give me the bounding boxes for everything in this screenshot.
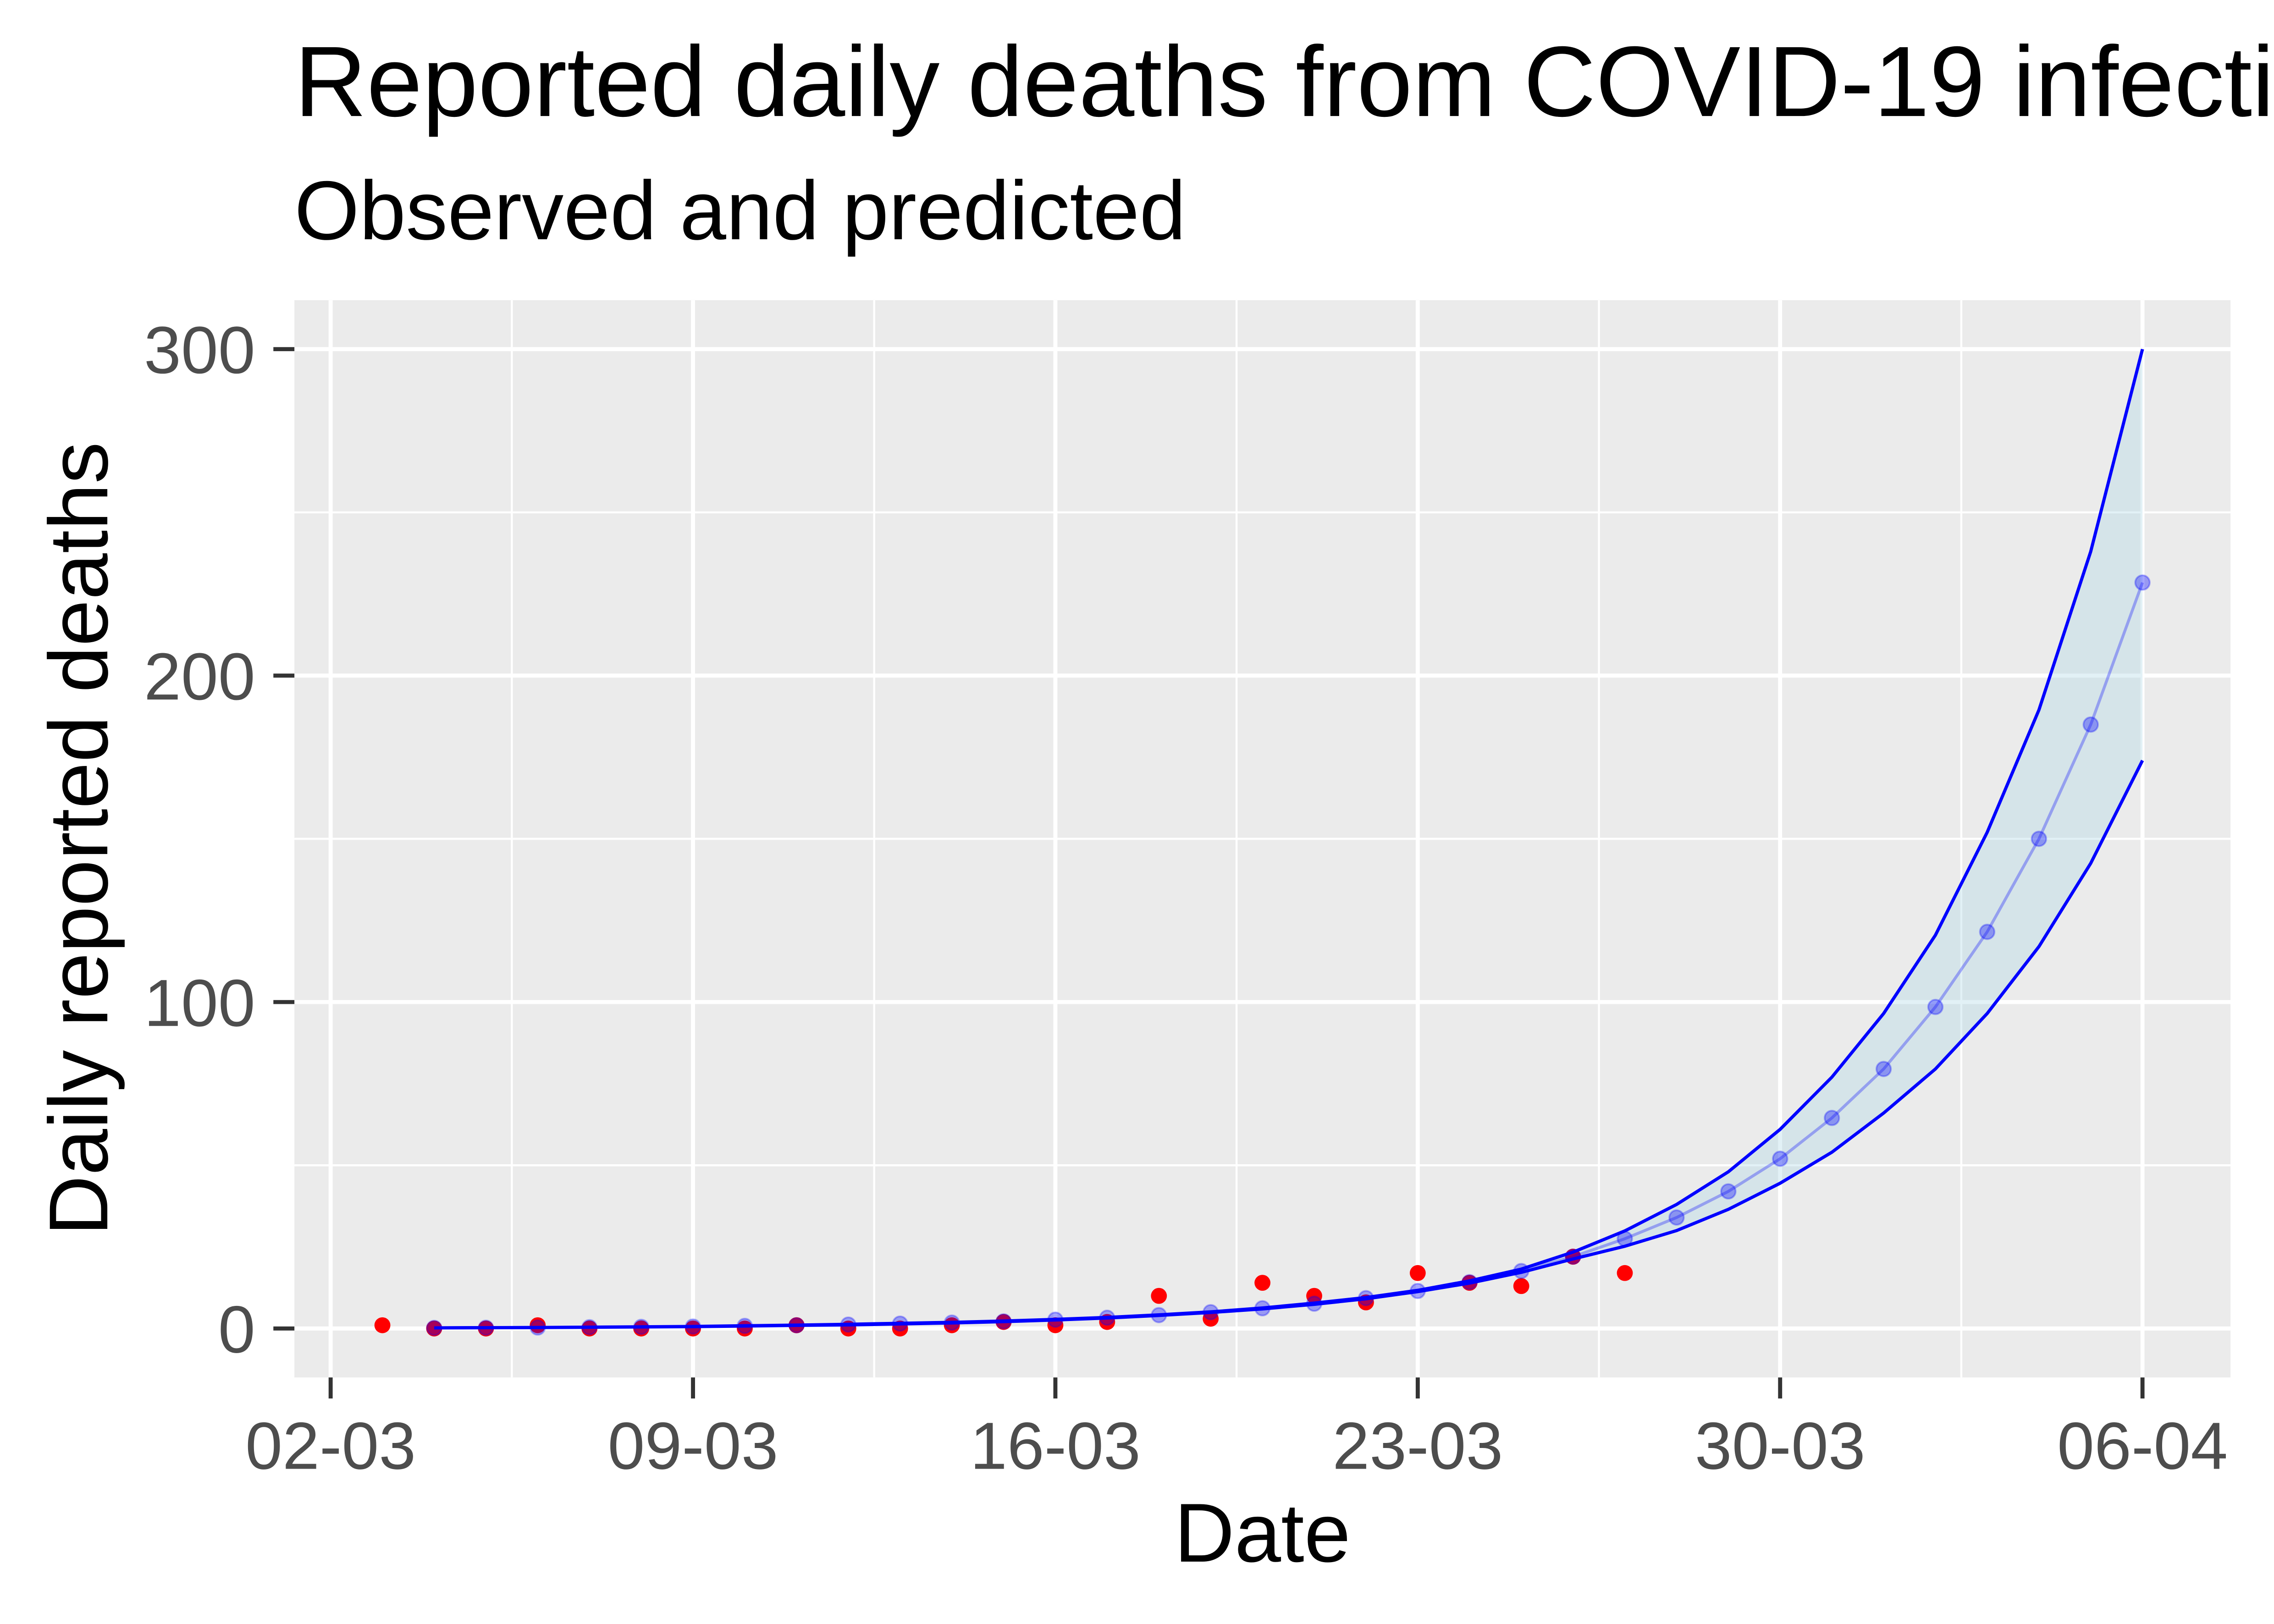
predicted-point <box>1254 1300 1271 1316</box>
observed-point <box>426 1320 442 1337</box>
predicted-point <box>2031 831 2048 847</box>
predicted-point <box>944 1314 960 1331</box>
predicted-point <box>1409 1283 1426 1299</box>
observed-point <box>1254 1275 1271 1291</box>
predicted-point <box>1720 1183 1737 1200</box>
predicted-point <box>788 1317 805 1333</box>
observed-point <box>530 1317 546 1333</box>
observed-point <box>1617 1265 1633 1281</box>
chart-subtitle: Observed and predicted <box>294 164 1186 257</box>
predicted-point <box>1875 1061 1892 1077</box>
predicted-point <box>1668 1209 1685 1226</box>
predicted-point <box>1099 1310 1115 1326</box>
predicted-point <box>530 1319 546 1336</box>
predicted-point <box>1047 1311 1064 1328</box>
lower-bound-line <box>434 760 2144 1330</box>
predicted-point <box>840 1316 857 1333</box>
y-tick-label: 200 <box>144 639 255 714</box>
x-axis-title: Date <box>1174 1486 1351 1580</box>
predicted-point <box>684 1318 701 1335</box>
observed-point <box>1306 1288 1322 1304</box>
y-tick-label: 0 <box>218 1292 255 1367</box>
x-tick-label: 09-03 <box>608 1408 778 1483</box>
predicted-point <box>1461 1274 1478 1290</box>
predicted-point <box>1617 1230 1633 1247</box>
predicted-point <box>1772 1151 1788 1167</box>
predicted-point <box>633 1319 650 1335</box>
predicted-point <box>1513 1263 1529 1279</box>
predicted-point <box>736 1317 753 1334</box>
observed-point <box>1409 1265 1426 1281</box>
observed-point <box>1203 1310 1219 1327</box>
predicted-point <box>2082 716 2099 733</box>
predicted-point <box>995 1313 1012 1330</box>
predicted-point <box>2134 574 2151 591</box>
x-tick-label: 02-03 <box>245 1408 416 1483</box>
predicted-point <box>1979 924 1996 940</box>
minor-gridlines <box>294 300 2231 1378</box>
predicted-point <box>1202 1304 1219 1321</box>
predicted-series-group <box>426 348 2151 1336</box>
y-axis-title: Daily reported deaths <box>32 442 125 1236</box>
major-gridlines <box>294 300 2231 1378</box>
predicted-point <box>581 1319 598 1336</box>
predicted-point <box>426 1320 442 1336</box>
predicted-point <box>478 1319 494 1336</box>
x-tick-label: 30-03 <box>1695 1408 1866 1483</box>
chart-title: Reported daily deaths from COVID-19 infe… <box>294 26 2274 138</box>
x-tick-label: 23-03 <box>1332 1408 1503 1483</box>
predicted-point <box>1358 1290 1374 1306</box>
observed-point <box>374 1317 391 1333</box>
axes-group: 02-03 09-03 16-03 23-03 30-03 06-04 0 100 200 300 <box>144 313 2228 1483</box>
predicted-point <box>1151 1307 1167 1323</box>
x-tick-label: 16-03 <box>970 1408 1141 1483</box>
y-tick-label: 300 <box>144 313 255 387</box>
observed-point <box>1151 1288 1167 1304</box>
predicted-point <box>1927 999 1944 1015</box>
predicted-point <box>892 1315 908 1332</box>
observed-point <box>1513 1278 1529 1294</box>
predicted-point <box>1823 1110 1840 1126</box>
predicted-point <box>1306 1295 1323 1312</box>
y-tick-label: 100 <box>144 965 255 1040</box>
observed-point <box>685 1320 701 1337</box>
x-tick-label: 06-04 <box>2057 1408 2228 1483</box>
predicted-point <box>1565 1248 1581 1265</box>
